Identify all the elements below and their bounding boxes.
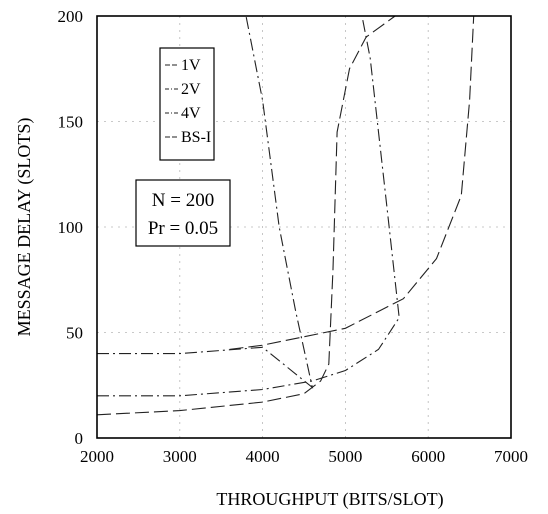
parameter-box: N = 200 Pr = 0.05 — [135, 179, 231, 247]
x-tick-label: 3000 — [163, 447, 197, 466]
legend-label: 1V — [181, 57, 201, 74]
y-tick-label: 0 — [75, 429, 84, 448]
series-line-4v — [97, 15, 314, 389]
y-tick-label: 200 — [58, 7, 84, 26]
x-axis-title: THROUGHPUT (BITS/SLOT) — [216, 489, 443, 510]
legend: 1V 2V 4V BS-I — [159, 47, 215, 161]
y-tick-label: 100 — [58, 218, 84, 237]
plot-frame — [96, 15, 512, 439]
y-tick-label: 50 — [66, 324, 83, 343]
x-tick-label: 6000 — [411, 447, 445, 466]
legend-entries: 1V 2V 4V BS-I — [165, 57, 211, 146]
parameter-box-frame — [135, 179, 231, 247]
legend-label: BS-I — [181, 129, 211, 146]
legend-label: 4V — [181, 105, 201, 122]
legend-label: 2V — [181, 81, 201, 98]
series-line-1v — [96, 15, 396, 416]
series-line-2v — [97, 15, 400, 397]
x-tick-label: 7000 — [494, 447, 528, 466]
x-tick-label: 4000 — [246, 447, 280, 466]
y-tick-label: 150 — [58, 113, 84, 132]
parameter-n: N = 200 — [152, 190, 214, 211]
series-line-bs-i — [229, 15, 475, 350]
x-tick-label: 5000 — [328, 447, 362, 466]
tick-labels: 2000 3000 4000 5000 6000 7000 0 50 100 150 200 — [58, 7, 529, 466]
series-curves — [96, 15, 475, 416]
legend-box — [159, 47, 215, 161]
y-axis-title: MESSAGE DELAY (SLOTS) — [14, 118, 35, 337]
x-tick-label: 2000 — [80, 447, 114, 466]
grid-lines — [97, 16, 511, 438]
parameter-pr: Pr = 0.05 — [148, 218, 218, 239]
